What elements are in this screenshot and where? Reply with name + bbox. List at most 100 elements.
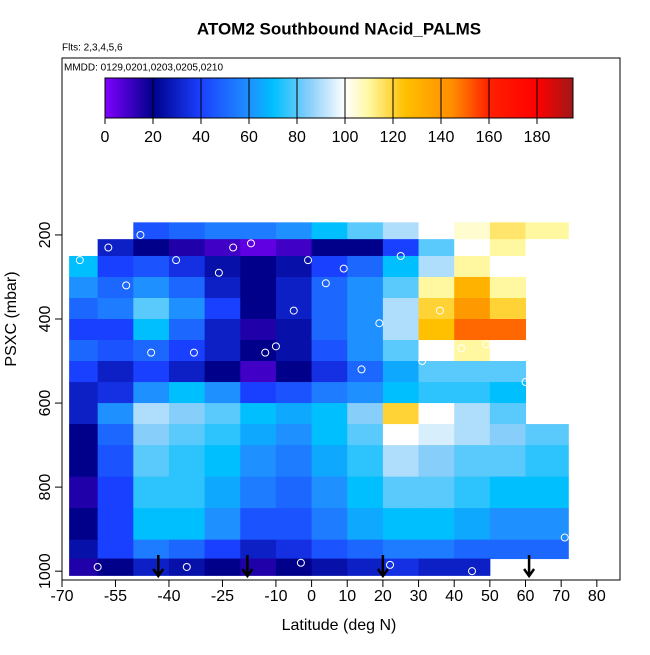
sample-point: [93, 562, 102, 571]
heat-cell: [69, 424, 99, 446]
x-tick-label: -70: [50, 588, 73, 605]
heat-cell: [382, 382, 420, 404]
heat-cell: [240, 361, 277, 383]
heat-cell: [382, 558, 420, 576]
heat-cell: [168, 476, 206, 509]
heat-cell: [347, 297, 384, 320]
heat-cell: [240, 539, 277, 560]
heat-cell: [418, 508, 455, 541]
heat-cell: [204, 276, 241, 299]
heat-cell: [347, 476, 384, 509]
sample-point: [386, 560, 395, 569]
heat-cell: [133, 319, 170, 341]
heat-cell: [489, 297, 527, 320]
y-tick-label: 600: [37, 390, 54, 417]
heatmap: [69, 222, 569, 576]
heat-cell: [382, 276, 420, 299]
heat-cell: [97, 508, 134, 541]
heat-cell: [168, 445, 206, 478]
heat-cell: [69, 403, 99, 425]
heat-cell: [418, 276, 455, 299]
heat-cell: [454, 361, 491, 383]
heat-cell: [525, 424, 569, 446]
colorbar-tick-label: 140: [428, 129, 455, 146]
x-tick-label: -55: [104, 588, 127, 605]
flight-arrow: [523, 555, 536, 579]
annotation: MMDD: 0129,0201,0203,0205,0210: [64, 63, 223, 74]
heat-cell: [382, 319, 420, 341]
heat-cell: [382, 508, 420, 541]
heat-cell: [69, 445, 99, 478]
heat-cell: [382, 239, 420, 257]
heat-cell: [240, 276, 277, 299]
heat-cell: [133, 340, 170, 362]
heat-cell: [311, 382, 348, 404]
heat-cell: [69, 340, 99, 362]
heat-cell: [240, 255, 277, 278]
sample-point: [289, 306, 298, 315]
heat-cell: [204, 319, 241, 341]
heat-cell: [204, 297, 241, 320]
heat-cell: [311, 424, 348, 446]
heat-cell: [382, 222, 420, 240]
heat-cell: [240, 445, 277, 478]
sample-point: [261, 348, 270, 357]
heat-cell: [168, 508, 206, 541]
colorbar-tick-label: 20: [144, 129, 162, 146]
heat-cell: [525, 539, 569, 560]
x-tick-label: 0: [307, 588, 316, 605]
heat-cell: [97, 319, 134, 341]
x-tick-label: 10: [338, 588, 356, 605]
heat-cell: [240, 222, 277, 240]
chart-title: ATOM2 Southbound NAcid_PALMS: [197, 19, 481, 38]
colorbar-tick-label: 0: [101, 129, 110, 146]
heat-cell: [347, 445, 384, 478]
heat-cell: [69, 239, 99, 257]
sample-point: [75, 256, 84, 265]
heat-cell: [454, 276, 491, 299]
heat-cell: [382, 340, 420, 362]
y-axis-label: PSXC (mbar): [3, 271, 20, 366]
heat-cell: [69, 539, 99, 560]
heat-cell: [418, 476, 455, 509]
heat-cell: [133, 424, 170, 446]
colorbar-tick-label: 80: [288, 129, 306, 146]
sample-point: [172, 256, 181, 265]
heat-cell: [382, 445, 420, 478]
heat-cell: [69, 297, 99, 320]
heat-cell: [418, 340, 455, 362]
heat-cell: [204, 239, 241, 257]
heat-cell: [347, 403, 384, 425]
x-tick-label: -40: [157, 588, 180, 605]
heat-cell: [275, 508, 313, 541]
sample-point: [521, 378, 530, 387]
heat-cell: [69, 319, 99, 341]
heat-cell: [311, 539, 348, 560]
heat-cell: [133, 382, 170, 404]
heat-cell: [97, 445, 134, 478]
colorbar-tick-label: 60: [240, 129, 258, 146]
sample-point: [122, 281, 131, 290]
heat-cell: [204, 558, 241, 576]
heat-cell: [168, 239, 206, 257]
colorbar: [104, 77, 574, 119]
heat-cell: [454, 476, 491, 509]
heat-cell: [240, 297, 277, 320]
sample-point: [468, 567, 477, 576]
heat-cell: [382, 476, 420, 509]
y-tick-label: 400: [37, 306, 54, 333]
sample-point: [214, 268, 223, 277]
heat-cell: [525, 222, 569, 240]
heat-cell: [275, 382, 313, 404]
heat-cell: [489, 255, 527, 278]
heat-cell: [275, 476, 313, 509]
heat-cell: [347, 239, 384, 257]
heat-cell: [347, 558, 384, 576]
heat-cell: [382, 424, 420, 446]
heat-cell: [275, 361, 313, 383]
heat-cell: [382, 539, 420, 560]
sample-point: [503, 264, 512, 273]
sample-point: [457, 344, 466, 353]
sample-point: [189, 348, 198, 357]
heat-cell: [168, 340, 206, 362]
